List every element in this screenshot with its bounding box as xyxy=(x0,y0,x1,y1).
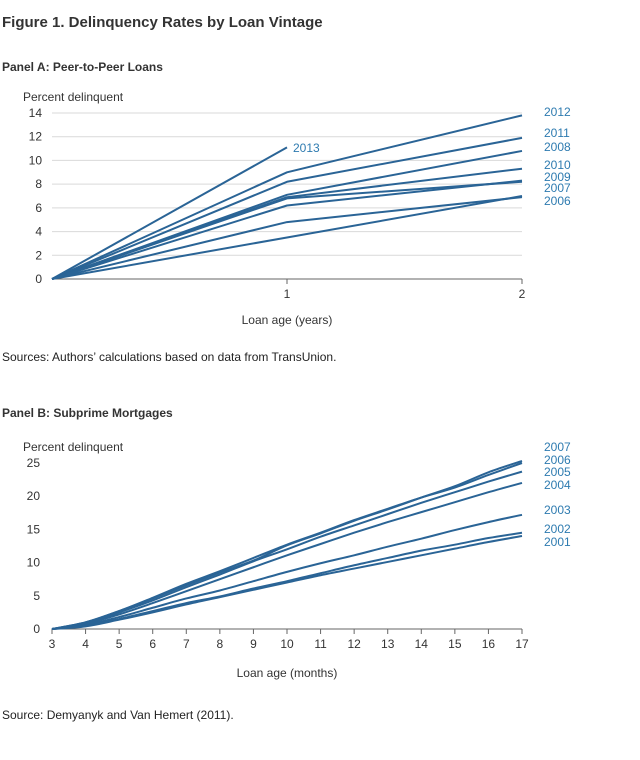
y-tick-label: 14 xyxy=(29,106,43,120)
series-label-2003: 2003 xyxy=(544,503,571,517)
y-axis-label: Percent delinquent xyxy=(23,440,124,454)
x-tick-label: 8 xyxy=(217,637,224,651)
y-tick-label: 4 xyxy=(35,225,42,239)
series-label-2013: 2013 xyxy=(293,141,320,155)
series-line-2006 xyxy=(51,462,523,630)
series-line-2003 xyxy=(51,513,523,630)
y-tick-label: 5 xyxy=(33,589,40,603)
x-tick-label: 11 xyxy=(314,637,327,651)
series-label-2001: 2001 xyxy=(544,535,571,549)
y-tick-label: 2 xyxy=(35,248,42,262)
series-line-2002 xyxy=(51,531,523,630)
x-tick-label: 3 xyxy=(49,637,56,651)
y-tick-label: 0 xyxy=(33,622,40,636)
series-label-2007: 2007 xyxy=(544,440,571,454)
y-tick-label: 20 xyxy=(27,489,41,503)
x-tick-label: 6 xyxy=(149,637,156,651)
y-axis-label: Percent delinquent xyxy=(23,90,124,104)
y-tick-label: 12 xyxy=(29,130,43,144)
series-label-2008: 2008 xyxy=(544,140,571,154)
series-label-2010: 2010 xyxy=(544,158,571,172)
x-tick-label: 16 xyxy=(482,637,496,651)
series-label-2006: 2006 xyxy=(544,194,571,208)
series-line-2009 xyxy=(51,180,523,280)
x-tick-label: 14 xyxy=(415,637,429,651)
y-tick-label: 15 xyxy=(27,522,41,536)
x-axis-label: Loan age (years) xyxy=(242,313,333,327)
panel-a-source: Sources: Authors’ calculations based on … xyxy=(2,350,337,364)
series-line-2012 xyxy=(51,114,523,280)
y-tick-label: 8 xyxy=(35,177,42,191)
y-tick-label: 25 xyxy=(27,456,41,470)
series-line-2004 xyxy=(51,481,523,630)
x-tick-label: 15 xyxy=(448,637,462,651)
series-label-2004: 2004 xyxy=(544,478,571,492)
x-tick-label: 4 xyxy=(82,637,89,651)
panel-b-source: Source: Demyanyk and Van Hemert (2011). xyxy=(2,708,234,722)
series-label-2006: 2006 xyxy=(544,453,571,467)
series-label-2005: 2005 xyxy=(544,465,571,479)
series-line-2007 xyxy=(51,179,523,280)
panel-a-title: Panel A: Peer-to-Peer Loans xyxy=(2,60,163,74)
series-line-2001 xyxy=(51,535,523,630)
y-tick-label: 10 xyxy=(29,153,43,167)
series-label-2007: 2007 xyxy=(544,181,571,195)
y-tick-label: 6 xyxy=(35,201,42,215)
series-line-2008 xyxy=(51,149,523,280)
series-label-2011: 2011 xyxy=(544,126,570,140)
panel-b-title: Panel B: Subprime Mortgages xyxy=(2,406,173,420)
x-tick-label: 7 xyxy=(183,637,190,651)
series-line-2005 xyxy=(51,470,523,630)
y-tick-label: 0 xyxy=(35,272,42,286)
x-tick-label: 17 xyxy=(515,637,529,651)
x-tick-label: 2 xyxy=(519,287,526,301)
x-tick-label: 12 xyxy=(347,637,361,651)
series-line-2011 xyxy=(51,136,523,280)
series-line-2006 xyxy=(51,196,523,280)
x-tick-label: 1 xyxy=(284,287,291,301)
x-axis-label: Loan age (months) xyxy=(237,666,338,680)
series-label-2002: 2002 xyxy=(544,522,571,536)
x-tick-label: 9 xyxy=(250,637,257,651)
x-tick-label: 5 xyxy=(116,637,123,651)
series-line-unlabeled xyxy=(51,195,523,280)
figure-title: Figure 1. Delinquency Rates by Loan Vint… xyxy=(2,14,323,31)
series-label-2009: 2009 xyxy=(544,170,571,184)
chart-panel-b: Percent delinquent 0 5 10 15 20 25 3 4 5 6 7 8 9 10 11 1… xyxy=(23,440,571,680)
series-label-2012: 2012 xyxy=(544,105,571,119)
x-tick-label: 13 xyxy=(381,637,395,651)
y-tick-label: 10 xyxy=(27,556,41,570)
series-line-2013 xyxy=(51,146,288,280)
x-tick-label: 10 xyxy=(280,637,294,651)
